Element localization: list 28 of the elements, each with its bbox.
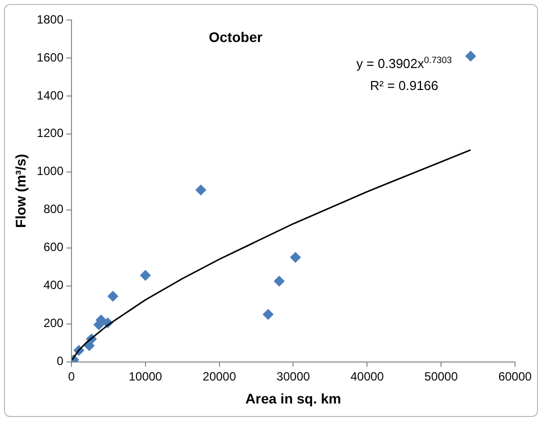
point bbox=[262, 308, 274, 320]
text: October bbox=[208, 29, 263, 45]
y-tick-label: 600 bbox=[43, 240, 64, 254]
y-tick-label: 1800 bbox=[36, 12, 64, 26]
point bbox=[107, 290, 118, 302]
y-tick-label: 1400 bbox=[36, 88, 64, 102]
x-tick-label: 50000 bbox=[424, 369, 458, 384]
x-tick-label: 0 bbox=[68, 369, 76, 384]
point bbox=[274, 276, 285, 287]
x-tick-label: 30000 bbox=[276, 369, 310, 384]
y-tick-label: 400 bbox=[43, 278, 64, 292]
x-tick-label: 60000 bbox=[498, 369, 532, 384]
y-tick-label: 200 bbox=[43, 316, 64, 330]
point bbox=[465, 50, 476, 62]
x-tick-label: 10000 bbox=[128, 369, 162, 384]
x-tick-label: 20000 bbox=[202, 369, 236, 384]
x-tick-label: 40000 bbox=[350, 369, 384, 384]
y-tick-label: 1600 bbox=[36, 50, 64, 64]
point bbox=[195, 184, 206, 196]
y-tick-label: 0 bbox=[56, 354, 64, 368]
annotation: R² = 0.9166 bbox=[370, 78, 438, 93]
y-tick-label: 1200 bbox=[36, 126, 64, 140]
y-tick-label: 1000 bbox=[36, 164, 64, 178]
point bbox=[140, 270, 151, 281]
point bbox=[290, 252, 301, 263]
y-axis-title: Flow (m³/s) bbox=[12, 154, 28, 228]
y-tick-label: 800 bbox=[43, 202, 64, 216]
x-axis-title: Area in sq. km bbox=[245, 390, 342, 406]
